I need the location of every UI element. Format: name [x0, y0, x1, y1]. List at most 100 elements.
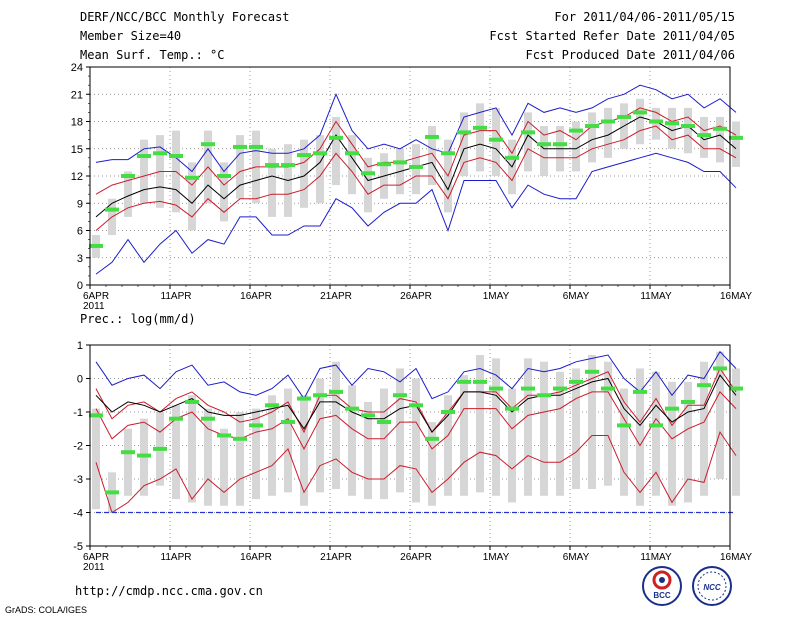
- temp-spread-box: [492, 107, 500, 176]
- temp-observed-marker: [281, 163, 295, 168]
- prec-observed-marker: [361, 413, 375, 418]
- prec-spread-box: [620, 388, 628, 496]
- temp-x-tick-label: 6APR: [83, 291, 109, 302]
- bcc-logo: BCC: [642, 566, 682, 606]
- temperature-grid: [90, 67, 730, 285]
- temp-observed-marker: [153, 151, 167, 156]
- temp-x-tick-label: 11MAY: [640, 291, 672, 302]
- prec-observed-marker: [633, 389, 647, 394]
- temp-observed-marker: [665, 121, 679, 126]
- prec-upper-line: [95, 367, 737, 434]
- prec-observed-marker: [489, 386, 503, 391]
- prec-spread-box: [204, 408, 212, 506]
- temp-observed-marker: [537, 142, 551, 147]
- temp-observed-marker: [601, 119, 615, 124]
- temp-observed-marker: [425, 134, 439, 139]
- temp-spread-box: [300, 139, 308, 208]
- prec-spread-box: [636, 368, 644, 506]
- temp-y-tick-label: 6: [77, 226, 83, 238]
- prec-observed-marker: [425, 436, 439, 441]
- temp-spread-box: [316, 135, 324, 204]
- source-url[interactable]: http://cmdp.ncc.cma.gov.cn: [75, 584, 263, 598]
- prec-observed-marker: [169, 416, 183, 421]
- temp-spread-box: [124, 171, 132, 217]
- prec-spread-box: [492, 358, 500, 496]
- temp-observed-marker: [169, 154, 183, 159]
- temp-y-tick-label: 12: [71, 171, 83, 183]
- temp-spread-box: [460, 112, 468, 176]
- prec-spread-box: [508, 388, 516, 503]
- prec-y-tick-label: -2: [73, 441, 83, 453]
- prec-observed-marker: [505, 406, 519, 411]
- prec-spread-box: [188, 395, 196, 503]
- temp-observed-marker: [89, 243, 103, 248]
- temp-observed-marker: [585, 124, 599, 129]
- prec-max-line: [95, 350, 737, 400]
- prec-observed-marker: [105, 490, 119, 495]
- temp-spread-box: [636, 98, 644, 145]
- temp-max-line: [95, 84, 737, 173]
- temp-lower-line: [95, 125, 737, 231]
- temp-spread-box: [652, 107, 660, 140]
- temp-y-tick-label: 9: [77, 198, 83, 210]
- precipitation-y-axis: 1 0 -1 -2 -3 -4 -5: [73, 340, 90, 553]
- temp-spread-box: [140, 139, 148, 204]
- temp-observed-marker: [121, 174, 135, 178]
- bcc-logo-text: BCC: [653, 591, 671, 600]
- prec-observed-marker: [185, 399, 199, 404]
- prec-observed-marker: [345, 406, 359, 411]
- temp-observed-marker: [137, 154, 151, 159]
- prec-spread-box: [524, 358, 532, 496]
- temp-observed-marker: [633, 110, 647, 115]
- prec-spread-box: [124, 428, 132, 496]
- temp-x-tick-label: 1MAY: [483, 291, 510, 302]
- temp-spread-box: [236, 135, 244, 199]
- prec-x-tick-label: 1MAY: [483, 552, 510, 563]
- precipitation-grid: [90, 345, 730, 546]
- prec-observed-marker: [297, 396, 311, 401]
- prec-spread-box: [332, 361, 340, 490]
- prec-y-tick-label: -3: [73, 474, 83, 486]
- temp-observed-marker: [489, 137, 503, 142]
- temp-spread-box: [476, 103, 484, 172]
- temp-spread-box: [428, 126, 436, 186]
- temperature-observed: [89, 110, 743, 248]
- temp-variable-label: Mean Surf. Temp.: °C: [80, 48, 225, 62]
- temp-observed-marker: [345, 151, 359, 156]
- temp-y-tick-label: 21: [71, 89, 83, 101]
- prec-observed-marker: [441, 410, 455, 414]
- prec-spread-box: [380, 388, 388, 500]
- member-size-label: Member Size=40: [80, 29, 181, 43]
- prec-spread-box: [604, 361, 612, 486]
- temp-spread-box: [524, 112, 532, 172]
- prec-observed-marker: [265, 403, 279, 408]
- temp-spread-box: [716, 116, 724, 163]
- prec-observed-marker: [201, 416, 215, 421]
- prec-observed-marker: [521, 386, 535, 391]
- prec-spread-box: [268, 395, 276, 496]
- prec-observed-marker: [697, 383, 711, 388]
- temp-spread-box: [364, 157, 372, 213]
- prec-observed-marker: [601, 386, 615, 391]
- temp-observed-marker: [729, 135, 743, 140]
- prec-spread-box: [476, 355, 484, 493]
- prec-observed-marker: [281, 420, 295, 425]
- precipitation-lines: [95, 350, 737, 514]
- prec-observed-marker: [665, 406, 679, 411]
- precipitation-year-label: 2011: [83, 562, 105, 573]
- temp-observed-marker: [217, 174, 231, 178]
- prec-observed-marker: [249, 423, 263, 428]
- temperature-year-label: 2011: [83, 301, 105, 312]
- prec-lower-line: [95, 391, 737, 450]
- prec-observed-marker: [569, 379, 583, 384]
- prec-observed-marker: [649, 423, 663, 428]
- started-date-label: Fcst Started Refer Date 2011/04/05: [489, 29, 735, 43]
- temp-spread-box: [732, 121, 740, 167]
- prec-spread-box: [300, 395, 308, 506]
- temp-spread-box: [348, 135, 356, 195]
- temp-upper-line: [95, 107, 737, 195]
- prec-observed-marker: [393, 393, 407, 398]
- temp-observed-marker: [265, 163, 279, 168]
- prec-observed-marker: [457, 379, 471, 384]
- temp-observed-marker: [329, 135, 343, 140]
